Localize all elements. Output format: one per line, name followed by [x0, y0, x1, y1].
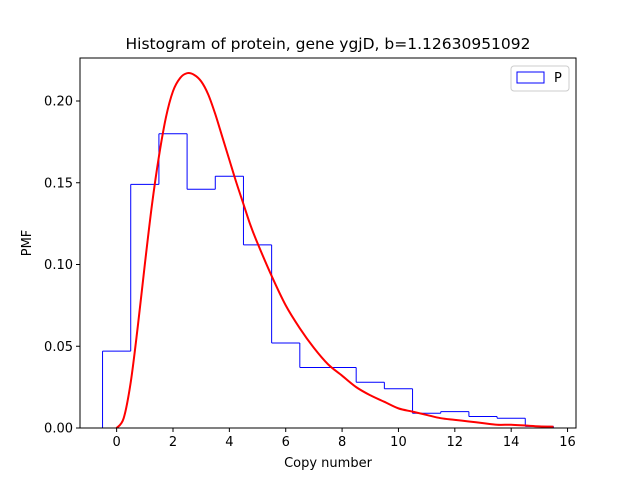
pmf-curve	[115, 72, 554, 429]
legend: P	[510, 65, 570, 92]
y-tick-label: 0.20	[44, 95, 73, 110]
y-tick-label: 0.10	[44, 258, 73, 273]
y-tick-label: 0.15	[44, 176, 73, 191]
legend-swatch	[516, 71, 545, 84]
x-tick-label: 12	[447, 435, 464, 450]
x-axis: 0 2 4 6 8 10 12 14 16	[112, 428, 576, 450]
axes-frame	[79, 57, 577, 429]
x-tick-label: 16	[559, 435, 576, 450]
x-tick-label: 10	[390, 435, 407, 450]
x-tick-label: 2	[169, 435, 177, 450]
x-tick-label: 14	[503, 435, 520, 450]
x-tick-label: 8	[338, 435, 346, 450]
y-tick-label: 0.05	[44, 340, 73, 355]
x-axis-label: Copy number	[284, 456, 373, 471]
x-tick-label: 0	[112, 435, 120, 450]
x-tick-label: 4	[225, 435, 233, 450]
plot-area	[102, 72, 554, 429]
y-tick-label: 0.00	[44, 422, 73, 437]
chart-title: Histogram of protein, gene ygjD, b=1.126…	[125, 35, 530, 53]
y-axis-label: PMF	[20, 230, 35, 257]
y-axis: 0.00 0.05 0.10 0.15 0.20	[44, 95, 80, 437]
legend-label: P	[554, 71, 562, 86]
x-tick-label: 6	[282, 435, 290, 450]
